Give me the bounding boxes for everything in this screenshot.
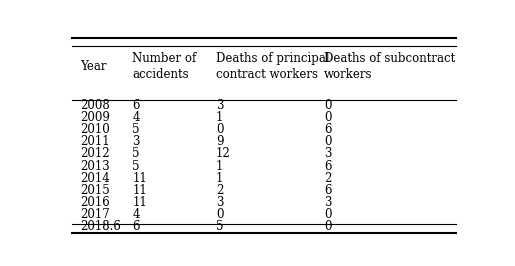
Text: 2010: 2010 <box>80 123 110 136</box>
Text: 9: 9 <box>216 135 224 148</box>
Text: 2015: 2015 <box>80 184 110 197</box>
Text: 11: 11 <box>132 172 147 185</box>
Text: 2008: 2008 <box>80 99 110 112</box>
Text: 3: 3 <box>324 196 331 209</box>
Text: 6: 6 <box>132 220 140 233</box>
Text: Year: Year <box>80 60 107 73</box>
Text: 6: 6 <box>324 123 331 136</box>
Text: 12: 12 <box>216 147 231 160</box>
Text: 5: 5 <box>216 220 224 233</box>
Text: 0: 0 <box>324 208 331 221</box>
Text: 4: 4 <box>132 111 140 124</box>
Text: 2009: 2009 <box>80 111 110 124</box>
Text: 0: 0 <box>324 135 331 148</box>
Text: 4: 4 <box>132 208 140 221</box>
Text: 11: 11 <box>132 196 147 209</box>
Text: 0: 0 <box>216 123 224 136</box>
Text: Number of
accidents: Number of accidents <box>132 52 197 81</box>
Text: 2011: 2011 <box>80 135 110 148</box>
Text: 6: 6 <box>132 99 140 112</box>
Text: 11: 11 <box>132 184 147 197</box>
Text: 0: 0 <box>216 208 224 221</box>
Text: 5: 5 <box>132 147 140 160</box>
Text: 2014: 2014 <box>80 172 110 185</box>
Text: 2: 2 <box>324 172 331 185</box>
Text: Deaths of subcontract
workers: Deaths of subcontract workers <box>324 52 455 81</box>
Text: 0: 0 <box>324 99 331 112</box>
Text: 0: 0 <box>324 220 331 233</box>
Text: 6: 6 <box>324 160 331 173</box>
Text: 3: 3 <box>216 196 224 209</box>
Text: 2017: 2017 <box>80 208 110 221</box>
Text: 3: 3 <box>132 135 140 148</box>
Text: 1: 1 <box>216 160 224 173</box>
Text: 1: 1 <box>216 172 224 185</box>
Text: 2016: 2016 <box>80 196 110 209</box>
Text: 2013: 2013 <box>80 160 110 173</box>
Text: 5: 5 <box>132 160 140 173</box>
Text: 3: 3 <box>324 147 331 160</box>
Text: Deaths of principal
contract workers: Deaths of principal contract workers <box>216 52 330 81</box>
Text: 0: 0 <box>324 111 331 124</box>
Text: 1: 1 <box>216 111 224 124</box>
Text: 2012: 2012 <box>80 147 110 160</box>
Text: 6: 6 <box>324 184 331 197</box>
Text: 2: 2 <box>216 184 224 197</box>
Text: 3: 3 <box>216 99 224 112</box>
Text: 2018.6: 2018.6 <box>80 220 121 233</box>
Text: 5: 5 <box>132 123 140 136</box>
